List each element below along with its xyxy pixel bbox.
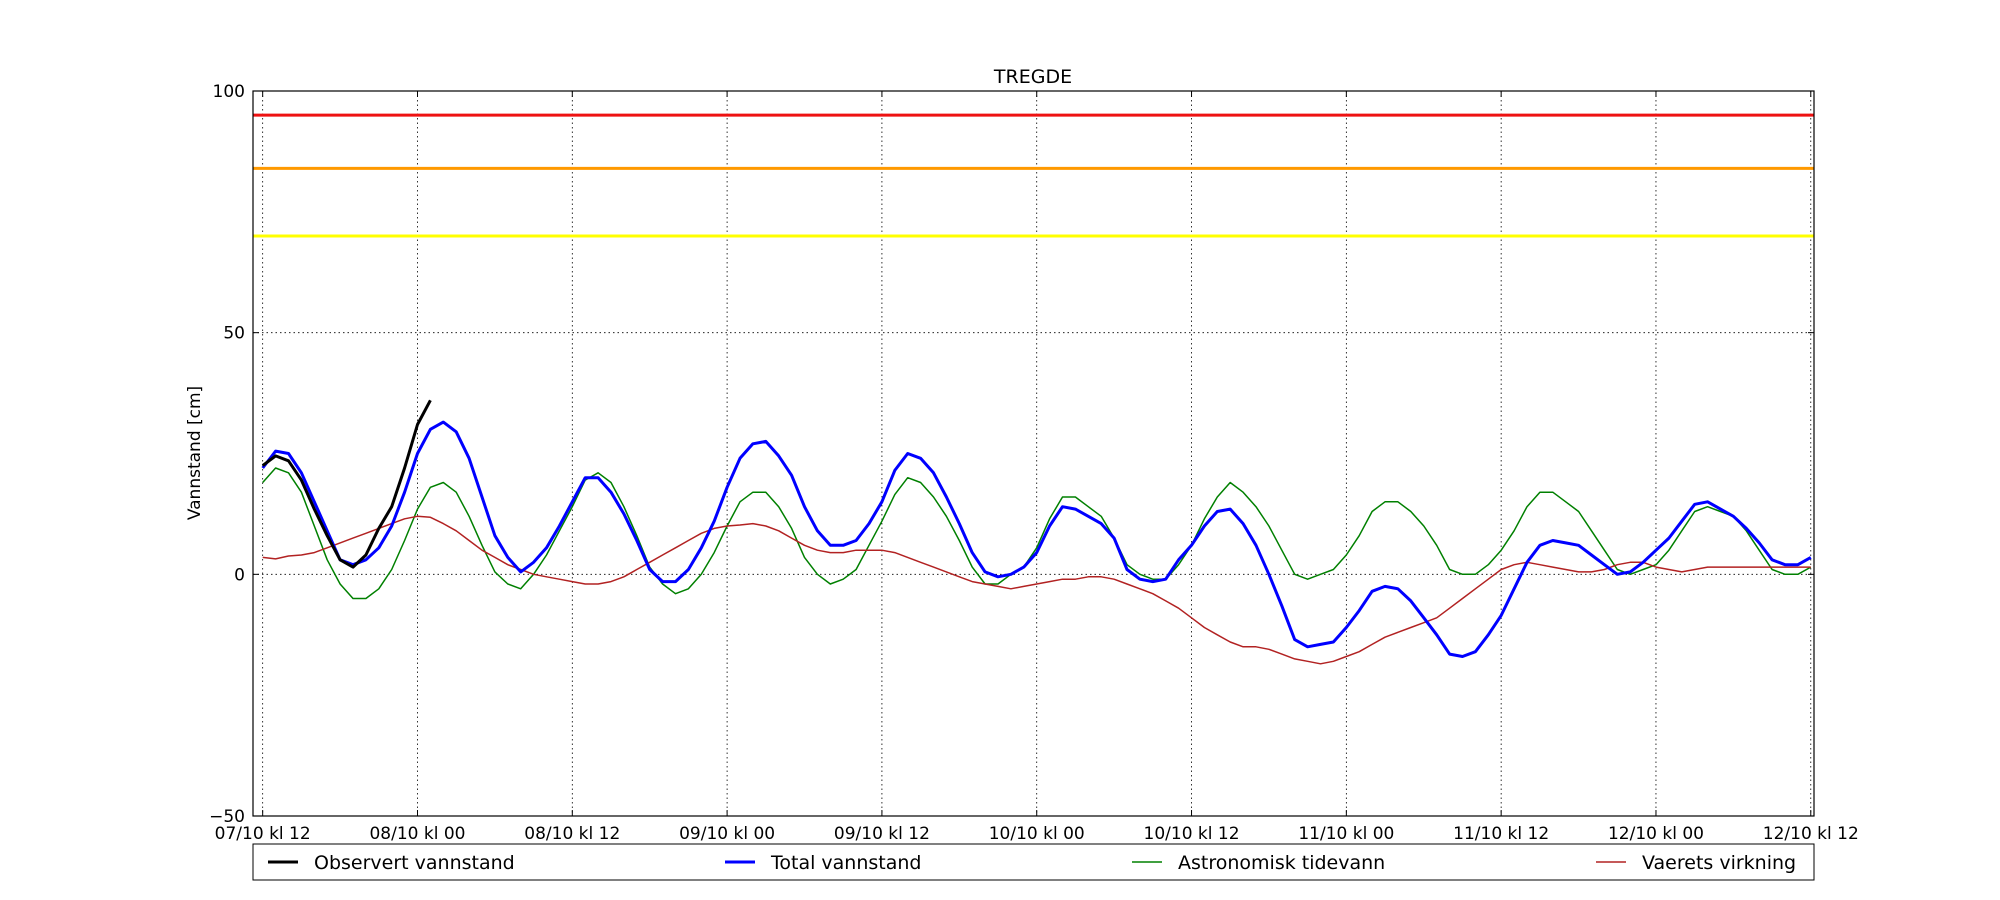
y-tick-label: 100 <box>213 82 245 102</box>
series-line-total-vannstand <box>261 420 1812 658</box>
x-tick-label: 07/10 kl 12 <box>215 824 311 844</box>
y-axis-label: Vannstand [cm] <box>185 386 205 520</box>
axis-ticks: 07/10 kl 12 08/10 kl 00 08/10 kl 12 09/10 k… <box>209 82 1859 844</box>
threshold-lines <box>253 113 1814 238</box>
y-tick-label: 0 <box>234 565 245 585</box>
data-series <box>261 399 1812 665</box>
series-line-observert-vannstand <box>261 399 432 569</box>
legend-label: Total vannstand <box>770 852 921 874</box>
y-tick-label: 50 <box>223 324 245 344</box>
series-line-vaerets-virkning <box>262 515 1811 665</box>
x-tick-label: 11/10 kl 12 <box>1453 824 1549 844</box>
x-tick-label: 09/10 kl 12 <box>834 824 930 844</box>
x-tick-label: 11/10 kl 00 <box>1298 824 1394 844</box>
x-tick-label: 09/10 kl 00 <box>679 824 775 844</box>
legend-frame <box>252 843 1815 881</box>
x-tick-label: 12/10 kl 12 <box>1763 824 1859 844</box>
plot-frame <box>252 90 1815 817</box>
legend: Observert vannstand Total vannstand Astron… <box>252 843 1815 881</box>
y-tick-label: −50 <box>209 807 245 827</box>
x-tick-label: 12/10 kl 00 <box>1608 824 1704 844</box>
series-line-astronomisk-tidevann <box>262 467 1812 600</box>
legend-label: Vaerets virkning <box>1642 852 1796 874</box>
x-tick-label: 10/10 kl 00 <box>989 824 1085 844</box>
x-tick-label: 08/10 kl 12 <box>524 824 620 844</box>
legend-label: Observert vannstand <box>314 852 515 874</box>
x-tick-label: 10/10 kl 12 <box>1144 824 1240 844</box>
legend-label: Astronomisk tidevann <box>1178 852 1385 874</box>
x-tick-label: 08/10 kl 00 <box>369 824 465 844</box>
chart-title: TREGDE <box>993 66 1072 88</box>
grid-lines <box>253 91 1814 816</box>
